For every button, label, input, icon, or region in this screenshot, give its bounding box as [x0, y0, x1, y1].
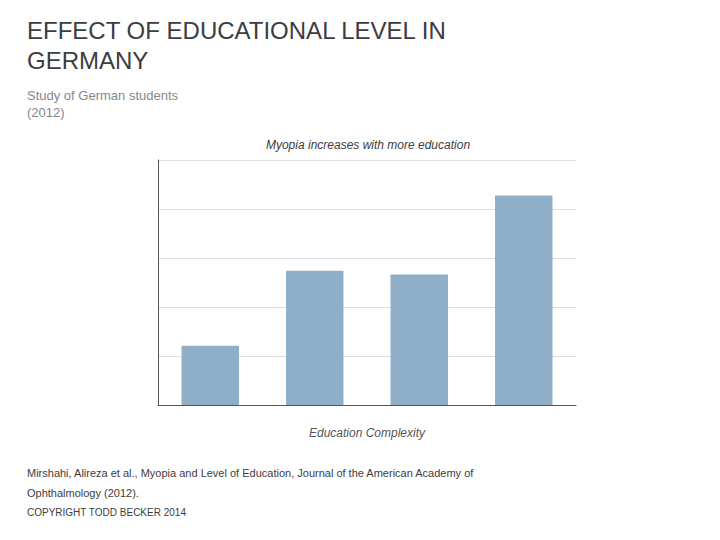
svg-text:Study of German students: Study of German students — [27, 88, 179, 103]
svg-text:Education Complexity: Education Complexity — [309, 426, 426, 440]
svg-text:Ophthalmology (2012).: Ophthalmology (2012). — [27, 487, 139, 499]
svg-text:COPYRIGHT TODD BECKER 2014: COPYRIGHT TODD BECKER 2014 — [27, 507, 186, 518]
svg-text:GERMANY: GERMANY — [27, 47, 148, 74]
svg-text:(2012): (2012) — [27, 105, 65, 120]
svg-text:EFFECT OF EDUCATIONAL LEVEL IN: EFFECT OF EDUCATIONAL LEVEL IN — [27, 17, 446, 44]
svg-text:Mirshahi, Alireza et al., Myop: Mirshahi, Alireza et al., Myopia and Lev… — [27, 467, 474, 479]
svg-text:Myopia increases with more edu: Myopia increases with more education — [266, 138, 470, 152]
